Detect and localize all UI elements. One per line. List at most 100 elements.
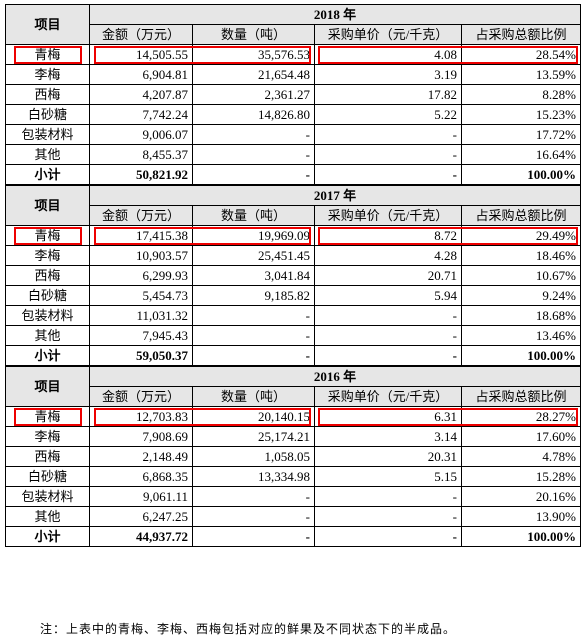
value-cell: 2,361.27 xyxy=(192,84,315,105)
value-cell: 3.14 xyxy=(314,426,462,447)
value-cell: - xyxy=(314,506,462,527)
total-value: 100.00% xyxy=(460,345,582,367)
year-row: 项目 2018 年 xyxy=(5,4,582,45)
value-cell: 6,904.81 xyxy=(89,64,193,85)
value-cell: 15.28% xyxy=(460,466,582,487)
item-cell: 白砂糖 xyxy=(5,104,90,125)
value-cell: 20.71 xyxy=(314,265,462,286)
value-cell: - xyxy=(314,486,462,507)
item-cell: 其他 xyxy=(5,325,90,346)
data-row: 西梅 2,148.49 1,058.05 20.31 4.78% xyxy=(5,446,582,467)
data-row: 李梅 7,908.69 25,174.21 3.14 17.60% xyxy=(5,426,582,447)
value-cell: - xyxy=(314,325,462,346)
total-value: 59,050.37 xyxy=(89,345,193,367)
item-cell: 西梅 xyxy=(5,265,90,286)
data-row: 白砂糖 5,454.73 9,185.82 5.94 9.24% xyxy=(5,285,582,306)
highlight-box xyxy=(13,407,82,426)
column-header: 采购单价（元/千克） xyxy=(314,386,462,407)
total-value: - xyxy=(192,345,315,367)
value-cell: 15.23% xyxy=(460,104,582,125)
column-header: 金额（万元） xyxy=(89,386,193,407)
year-header: 2017 年 xyxy=(88,184,582,206)
value-cell: 16.64% xyxy=(460,144,582,165)
value-cell: 17.60% xyxy=(460,426,582,447)
year-row: 项目 2016 年 xyxy=(5,365,582,407)
value-cell: 13.90% xyxy=(460,506,582,527)
data-row: 西梅 4,207.87 2,361.27 17.82 8.28% xyxy=(5,84,582,105)
value-cell: 10,903.57 xyxy=(89,245,193,266)
value-cell: 6,299.93 xyxy=(89,265,193,286)
total-value: 44,937.72 xyxy=(89,526,193,547)
value-cell: 5.15 xyxy=(314,466,462,487)
value-cell: 8.28% xyxy=(460,84,582,105)
value-cell: 5.94 xyxy=(314,285,462,306)
value-cell: 20,140.15 xyxy=(192,406,315,427)
year-header: 2018 年 xyxy=(88,4,582,25)
value-cell: 6,868.35 xyxy=(89,466,193,487)
value-cell: 7,908.69 xyxy=(89,426,193,447)
value-cell: 6,247.25 xyxy=(89,506,193,527)
item-header: 项目 xyxy=(5,4,90,45)
value-cell: 2,148.49 xyxy=(89,446,193,467)
value-cell: 17.72% xyxy=(460,124,582,145)
data-row: 白砂糖 6,868.35 13,334.98 5.15 15.28% xyxy=(5,466,582,487)
data-row: 包装材料 9,061.11- -20.16% xyxy=(5,486,582,507)
item-cell: 西梅 xyxy=(5,446,90,467)
value-cell: - xyxy=(192,506,315,527)
highlight-box xyxy=(13,226,82,245)
column-header: 采购单价（元/千克） xyxy=(314,24,462,45)
data-row: 其他 7,945.43- -13.46% xyxy=(5,325,582,346)
total-value: - xyxy=(192,526,315,547)
item-cell: 包装材料 xyxy=(5,486,90,507)
value-cell: 4.28 xyxy=(314,245,462,266)
value-cell: - xyxy=(192,305,315,326)
note: 注：上表中的青梅、李梅、西梅包括对应的鲜果及不同状态下的半成品。 xyxy=(40,622,457,636)
value-cell: 25,451.45 xyxy=(192,245,315,266)
item-header: 项目 xyxy=(5,184,90,226)
item-cell: 李梅 xyxy=(5,245,90,266)
total-label: 小计 xyxy=(5,345,90,367)
total-value: - xyxy=(314,526,462,547)
column-header: 数量（吨） xyxy=(192,386,315,407)
highlight-box xyxy=(317,45,578,64)
value-cell: 3.19 xyxy=(314,64,462,85)
value-cell: - xyxy=(314,305,462,326)
value-cell: 20.16% xyxy=(460,486,582,507)
column-header: 占采购总额比例 xyxy=(460,24,582,45)
column-header: 占采购总额比例 xyxy=(460,386,582,407)
item-cell: 包装材料 xyxy=(5,305,90,326)
column-header-row: 金额（万元） 数量（吨） 采购单价（元/千克） 占采购总额比例 xyxy=(6,205,582,226)
total-label: 小计 xyxy=(5,526,90,547)
highlight-box xyxy=(317,226,578,245)
value-cell: 10.67% xyxy=(460,265,582,286)
value-cell: - xyxy=(192,486,315,507)
highlight-box xyxy=(13,45,82,64)
data-row: 青梅 14,505.55 35,576.53 4.08 28.54% xyxy=(5,44,582,65)
total-row: 小计 50,821.92- -100.00% xyxy=(5,164,582,186)
purchase-table: 项目 2018 年金额（万元） 数量（吨） 采购单价（元/千克） 占采购总额比例 青梅 14… xyxy=(5,4,582,547)
value-cell: 13.46% xyxy=(460,325,582,346)
value-cell: - xyxy=(314,124,462,145)
data-row: 李梅 6,904.81 21,654.48 3.19 13.59% xyxy=(5,64,582,85)
column-header: 金额（万元） xyxy=(89,24,193,45)
value-cell: 6.31 xyxy=(314,406,462,427)
value-cell: 1,058.05 xyxy=(192,446,315,467)
value-cell: 21,654.48 xyxy=(192,64,315,85)
data-row: 李梅 10,903.57 25,451.45 4.28 18.46% xyxy=(5,245,582,266)
total-value: 100.00% xyxy=(460,164,582,186)
value-cell: 18.68% xyxy=(460,305,582,326)
value-cell: 4,207.87 xyxy=(89,84,193,105)
column-header-row: 金额（万元） 数量（吨） 采购单价（元/千克） 占采购总额比例 xyxy=(6,386,582,407)
value-cell: 18.46% xyxy=(460,245,582,266)
total-label: 小计 xyxy=(5,164,90,186)
value-cell: - xyxy=(192,144,315,165)
item-header: 项目 xyxy=(5,365,90,407)
item-cell: 李梅 xyxy=(5,64,90,85)
data-row: 包装材料 9,006.07- -17.72% xyxy=(5,124,582,145)
value-cell: 28.54% xyxy=(460,44,582,65)
value-cell: 7,945.43 xyxy=(89,325,193,346)
item-cell: 其他 xyxy=(5,506,90,527)
value-cell: 13,334.98 xyxy=(192,466,315,487)
item-cell: 其他 xyxy=(5,144,90,165)
